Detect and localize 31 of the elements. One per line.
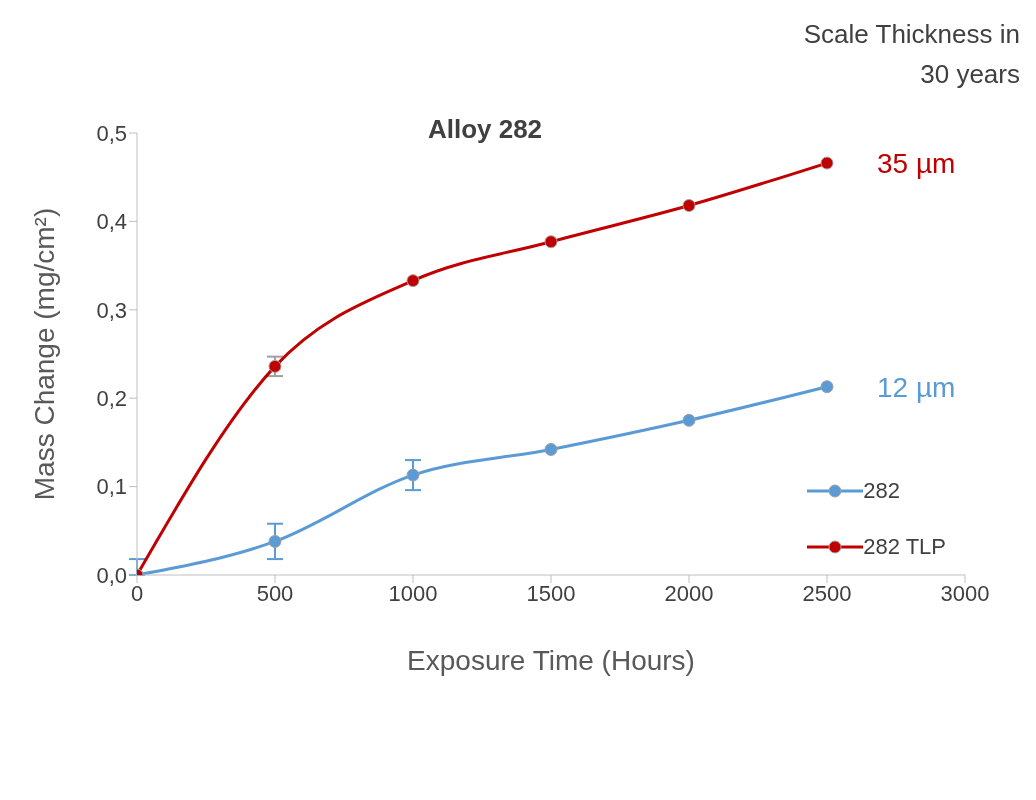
point [544, 235, 558, 249]
x-tick-label: 1000 [388, 580, 438, 606]
x-tick-label: 500 [256, 580, 294, 606]
y-tick-label: 0,1 [96, 474, 127, 500]
x-tick-label: 2500 [802, 580, 852, 606]
x-axis-title: Exposure Time (Hours) [407, 645, 695, 676]
y-axis-title: Mass Change (mg/cm²) [28, 207, 60, 501]
y-tick-label: 0,2 [96, 386, 127, 412]
y-tick-label: 0,0 [96, 562, 127, 588]
point [406, 468, 420, 482]
annotation: 12 µm [877, 371, 956, 403]
point [682, 413, 696, 427]
point [544, 442, 558, 456]
y-tick-label: 0,5 [96, 120, 127, 146]
chart-title: Alloy 282 [426, 114, 544, 145]
x-tick-label: 3000 [940, 580, 990, 606]
point [820, 156, 834, 170]
y-tick-label: 0,3 [96, 297, 127, 323]
point [268, 534, 282, 548]
point [820, 380, 834, 394]
annotation: 35 µm [877, 148, 956, 179]
point [682, 198, 696, 212]
legend-label: 282 [863, 478, 900, 504]
y-tick-label: 0,4 [96, 209, 127, 235]
point [406, 274, 420, 288]
x-tick-label: 2000 [664, 580, 714, 606]
x-tick-label: 0 [130, 580, 144, 606]
x-tick-label: 1500 [526, 580, 576, 606]
legend-label: 282 TLP [863, 534, 946, 560]
point [268, 359, 282, 373]
text: Scale Thickness in 30 years [802, 18, 1020, 91]
